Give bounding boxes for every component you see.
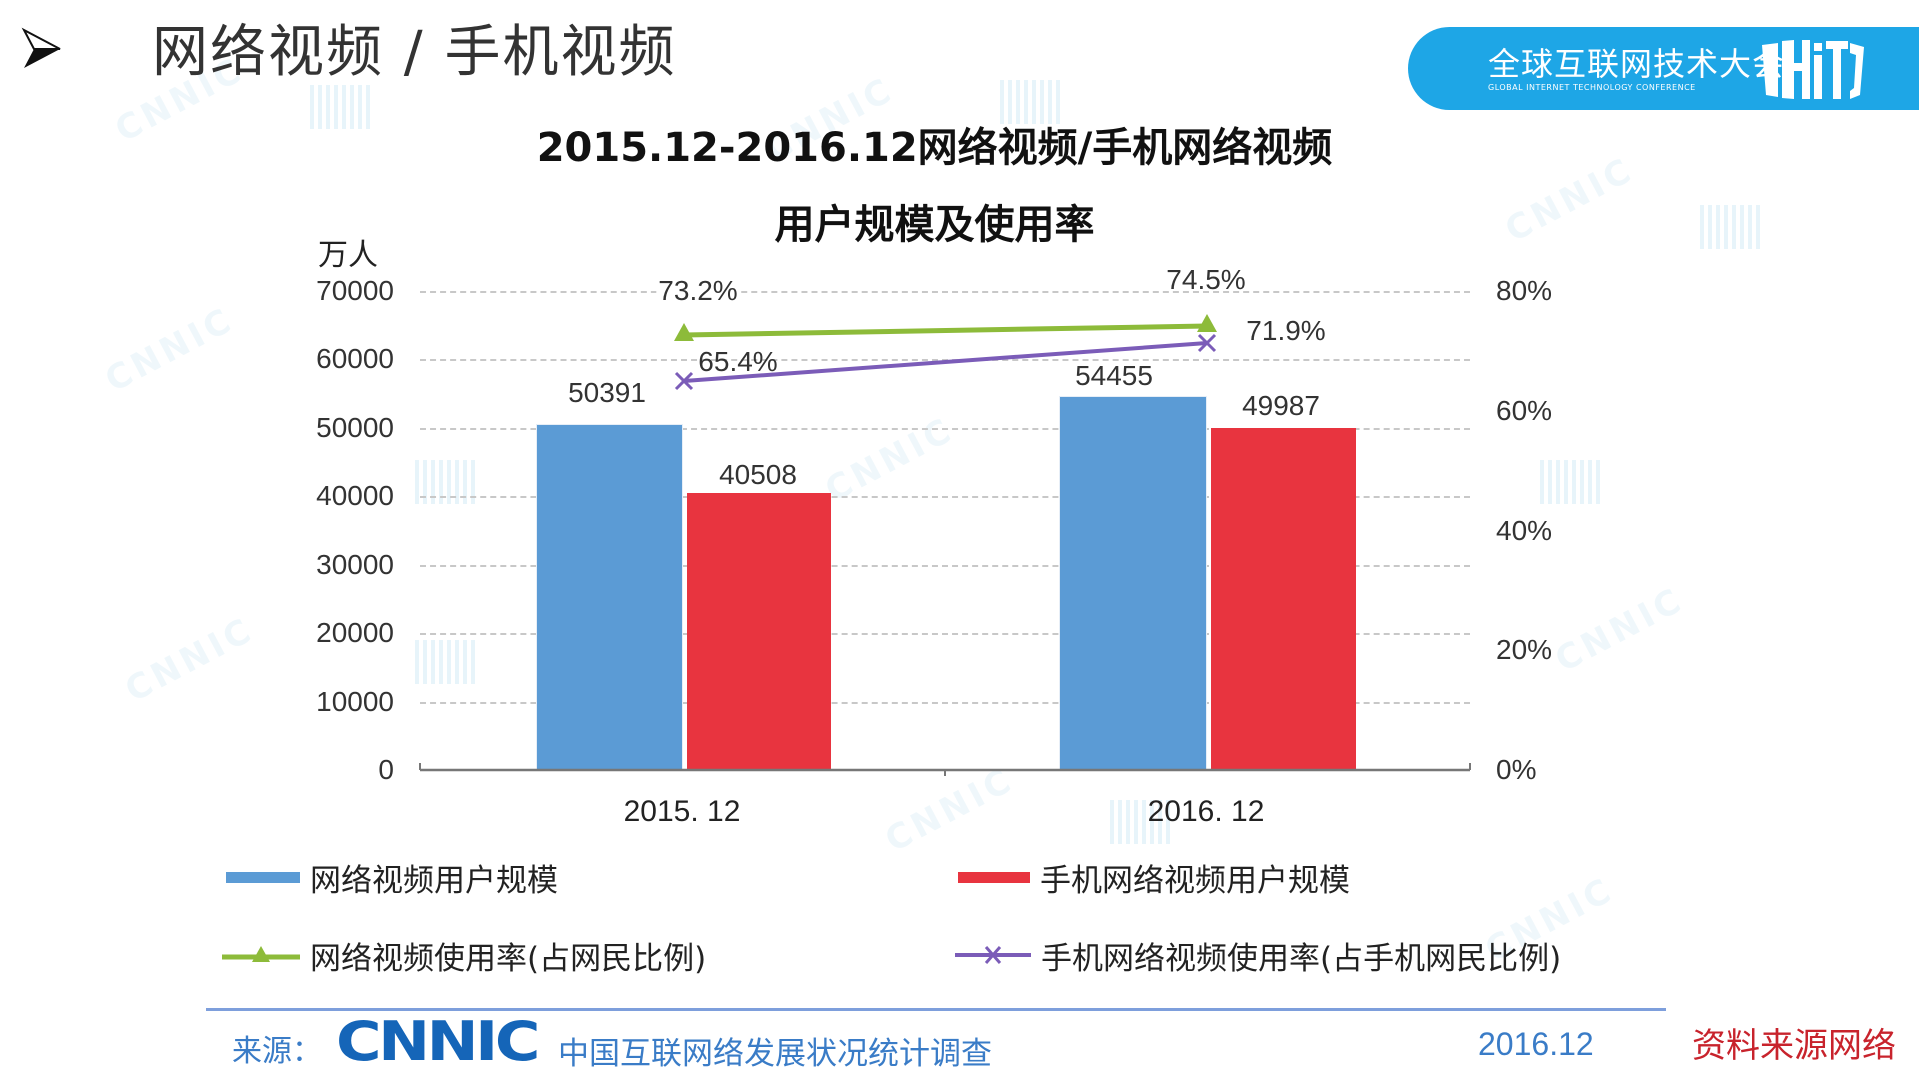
x-axis: [419, 763, 1471, 776]
conference-banner: 全球互联网技术大会 GLOBAL INTERNET TECHNOLOGY CON…: [1408, 27, 1919, 110]
legend-line-triangle-icon: [222, 946, 300, 962]
y-tick: 30000: [316, 549, 394, 580]
arrow-bullet-icon: [21, 27, 61, 68]
watermark-logo: [1540, 460, 1600, 504]
legend-item-video-rate: 网络视频使用率(占网民比例): [222, 935, 707, 977]
bar-label: 54455: [1075, 360, 1153, 391]
hitc-logo-icon: [1762, 40, 1864, 99]
source-note: 资料来源网络: [1692, 1026, 1896, 1066]
gridline: [420, 359, 1470, 361]
footer-divider: [206, 1008, 1666, 1011]
watermark-logo: [310, 85, 370, 129]
y-axis-unit: 万人: [318, 238, 378, 273]
triangle-marker: [1197, 314, 1217, 332]
y-tick: 60000: [316, 343, 394, 374]
legend-label: 网络视频使用率(占网民比例): [310, 940, 707, 977]
gridline: [420, 291, 1470, 293]
bar-mobile-2016: [1211, 428, 1356, 770]
bar-label: 49987: [1242, 390, 1320, 421]
cnnic-logo: CNNIC: [336, 1010, 540, 1073]
y-tick: 40000: [316, 480, 394, 511]
footer-date: 2016.12: [1478, 1026, 1594, 1062]
y2-tick: 20%: [1496, 634, 1553, 665]
legend-item-mobile-rate: 手机网络视频使用率(占手机网民比例): [955, 935, 1562, 977]
y2-tick: 40%: [1496, 515, 1553, 546]
page-title: 网络视频 / 手机视频: [152, 20, 677, 85]
y2-tick: 60%: [1496, 395, 1553, 426]
bar-mobile-2015: [687, 493, 831, 770]
watermark-logo: [1110, 800, 1170, 844]
x-category: 2016. 12: [1147, 795, 1265, 828]
bar-video-2015: [537, 425, 682, 770]
gridline: [420, 428, 1470, 430]
bar-label: 50391: [568, 377, 646, 408]
gridline: [420, 565, 1470, 567]
gridline: [420, 633, 1470, 635]
y-tick: 20000: [316, 617, 394, 648]
legend-label: 手机网络视频用户规模: [1040, 862, 1350, 899]
chart-title: 2015.12-2016.12网络视频/手机网络视频: [536, 125, 1333, 171]
chart-subtitle: 用户规模及使用率: [774, 202, 1095, 248]
y-tick: 10000: [316, 686, 394, 717]
gridline: [420, 702, 1470, 704]
line-label: 73.2%: [656, 275, 740, 307]
banner-title: 全球互联网技术大会: [1488, 45, 1786, 83]
y-tick: 0: [378, 754, 394, 785]
x-category: 2015. 12: [623, 795, 741, 828]
legend-label: 网络视频用户规模: [310, 862, 558, 899]
watermark-logo: [415, 640, 475, 684]
bar-label: 40508: [719, 459, 797, 490]
y2-tick: 80%: [1496, 275, 1553, 306]
y-tick: 70000: [316, 275, 394, 306]
watermark-logo: [1700, 205, 1760, 249]
y-tick: 50000: [316, 412, 394, 443]
legend-label: 手机网络视频使用率(占手机网民比例): [1041, 940, 1562, 977]
legend-swatch-red: [958, 871, 1030, 883]
line-label: 65.4%: [698, 346, 778, 377]
line-label: 74.5%: [1166, 264, 1246, 295]
watermark-logo: [1000, 80, 1060, 124]
legend-line-x-icon: [955, 946, 1031, 964]
bar-video-2016: [1060, 397, 1206, 770]
legend-item-mobile-users: 手机网络视频用户规模: [958, 857, 1350, 899]
source-label: 来源：: [232, 1034, 322, 1069]
y2-tick: 0%: [1496, 754, 1537, 785]
banner-subtitle: GLOBAL INTERNET TECHNOLOGY CONFERENCE: [1488, 83, 1696, 92]
source-name: 中国互联网络发展状况统计调查: [558, 1036, 992, 1072]
legend-swatch-blue: [226, 871, 300, 883]
gridline: [420, 496, 1470, 498]
line-label: 71.9%: [1246, 315, 1326, 346]
legend-item-video-users: 网络视频用户规模: [226, 857, 558, 899]
triangle-marker: [674, 323, 694, 341]
